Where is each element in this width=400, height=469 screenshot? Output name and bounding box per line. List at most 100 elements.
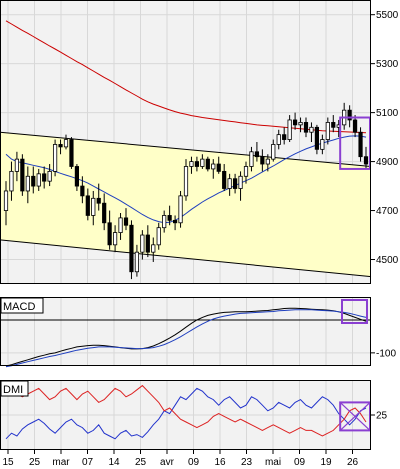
candle — [36, 168, 41, 191]
candle — [347, 105, 352, 128]
x-axis-labels: 15 25 mar 07 14 25 avr 09 16 23 mai 09 19 26 — [2, 450, 358, 468]
y-tick-label: 5500 — [376, 10, 399, 21]
candle-body-up — [151, 244, 156, 253]
candle — [183, 159, 189, 201]
candle — [287, 115, 292, 142]
x-tick-label: 09 — [294, 457, 306, 468]
candle-body-down — [352, 119, 358, 133]
candle — [9, 161, 14, 201]
candle-body-up — [9, 170, 14, 192]
y-tick-label: 4500 — [376, 255, 399, 266]
candle-body-down — [347, 109, 352, 121]
dmi-y-ticks: 25 — [371, 411, 388, 422]
candle-body-down — [260, 156, 265, 165]
candle — [358, 127, 363, 162]
price-y-ticks: 4500 4700 4900 5100 5300 5500 — [371, 10, 399, 266]
y-tick-label: 4700 — [376, 206, 399, 217]
macd-grid — [0, 297, 371, 366]
candle-body-down — [80, 185, 85, 197]
candle-body-up — [112, 232, 118, 246]
candle — [232, 173, 238, 194]
candle-body-down — [107, 222, 112, 246]
candle-body-up — [3, 190, 9, 211]
macd-title-box — [0, 297, 44, 314]
price-channel-band — [0, 132, 371, 277]
candle — [123, 208, 129, 231]
candle-body-up — [211, 163, 216, 170]
candle — [363, 146, 369, 169]
candle-body-down — [31, 175, 36, 187]
candle — [167, 205, 172, 226]
candle-body-down — [205, 158, 210, 170]
candle — [331, 115, 336, 133]
candle-body-down — [292, 119, 298, 126]
candle — [243, 161, 249, 184]
candle — [85, 188, 90, 221]
candle — [298, 117, 303, 133]
candle-body-up — [162, 215, 167, 229]
candle — [222, 164, 227, 191]
x-tick-label: mai — [265, 457, 281, 468]
y-tick-label: -100 — [376, 348, 396, 359]
candle — [58, 139, 63, 155]
candle — [314, 124, 320, 155]
x-tick-label: mar — [52, 457, 70, 468]
candle — [178, 190, 183, 228]
candle — [102, 193, 107, 231]
candle-body-up — [271, 144, 276, 160]
candle-body-up — [156, 227, 161, 246]
candle-body-up — [118, 217, 123, 233]
macd-panel: MACD -100 — [0, 297, 396, 368]
candle-body-up — [287, 119, 292, 140]
candle-body-down — [194, 161, 200, 167]
candle — [162, 210, 167, 233]
candle — [145, 225, 150, 258]
candle-body-up — [249, 151, 254, 167]
candle-body-up — [238, 175, 243, 189]
candle — [69, 137, 74, 169]
candle-body-up — [36, 173, 41, 187]
x-tick-label: 19 — [320, 457, 332, 468]
candle — [254, 142, 260, 162]
dmi-plus-line — [5, 387, 367, 440]
candle-body-up — [298, 122, 303, 126]
candle-body-up — [140, 234, 145, 253]
candle — [96, 183, 101, 211]
y-tick-label: 4900 — [376, 157, 399, 168]
candle-body-down — [69, 139, 74, 167]
candle — [292, 112, 298, 130]
candle-body-up — [325, 122, 330, 140]
candle — [205, 156, 210, 172]
channel-lower-line — [0, 239, 372, 278]
candle — [189, 156, 194, 174]
candle — [325, 117, 330, 145]
candle-body-up — [320, 139, 325, 150]
candle-body-up — [265, 158, 270, 165]
candle — [320, 134, 325, 155]
candle-body-down — [167, 215, 172, 221]
candle-body-down — [20, 158, 25, 192]
candle — [91, 190, 96, 226]
candle-body-up — [243, 166, 249, 177]
candle — [112, 225, 118, 253]
candle-body-down — [96, 197, 101, 204]
candle-body-down — [42, 173, 47, 182]
macd-signal-line — [5, 309, 367, 368]
candle-body-down — [282, 134, 287, 140]
candle-body-down — [331, 122, 336, 128]
dmi-minus-line — [5, 384, 367, 437]
candle-body-down — [123, 217, 129, 226]
candle — [74, 164, 80, 191]
candle — [282, 127, 287, 145]
candle — [265, 154, 270, 172]
y-tick-label: 25 — [376, 411, 388, 422]
channel-upper-line — [0, 131, 372, 167]
macd-line — [5, 307, 367, 367]
candle — [227, 173, 232, 196]
candle-body-up — [47, 170, 52, 182]
candle-body-down — [129, 224, 134, 273]
candle-body-down — [222, 170, 227, 189]
candle — [151, 237, 156, 262]
candle — [20, 154, 25, 196]
